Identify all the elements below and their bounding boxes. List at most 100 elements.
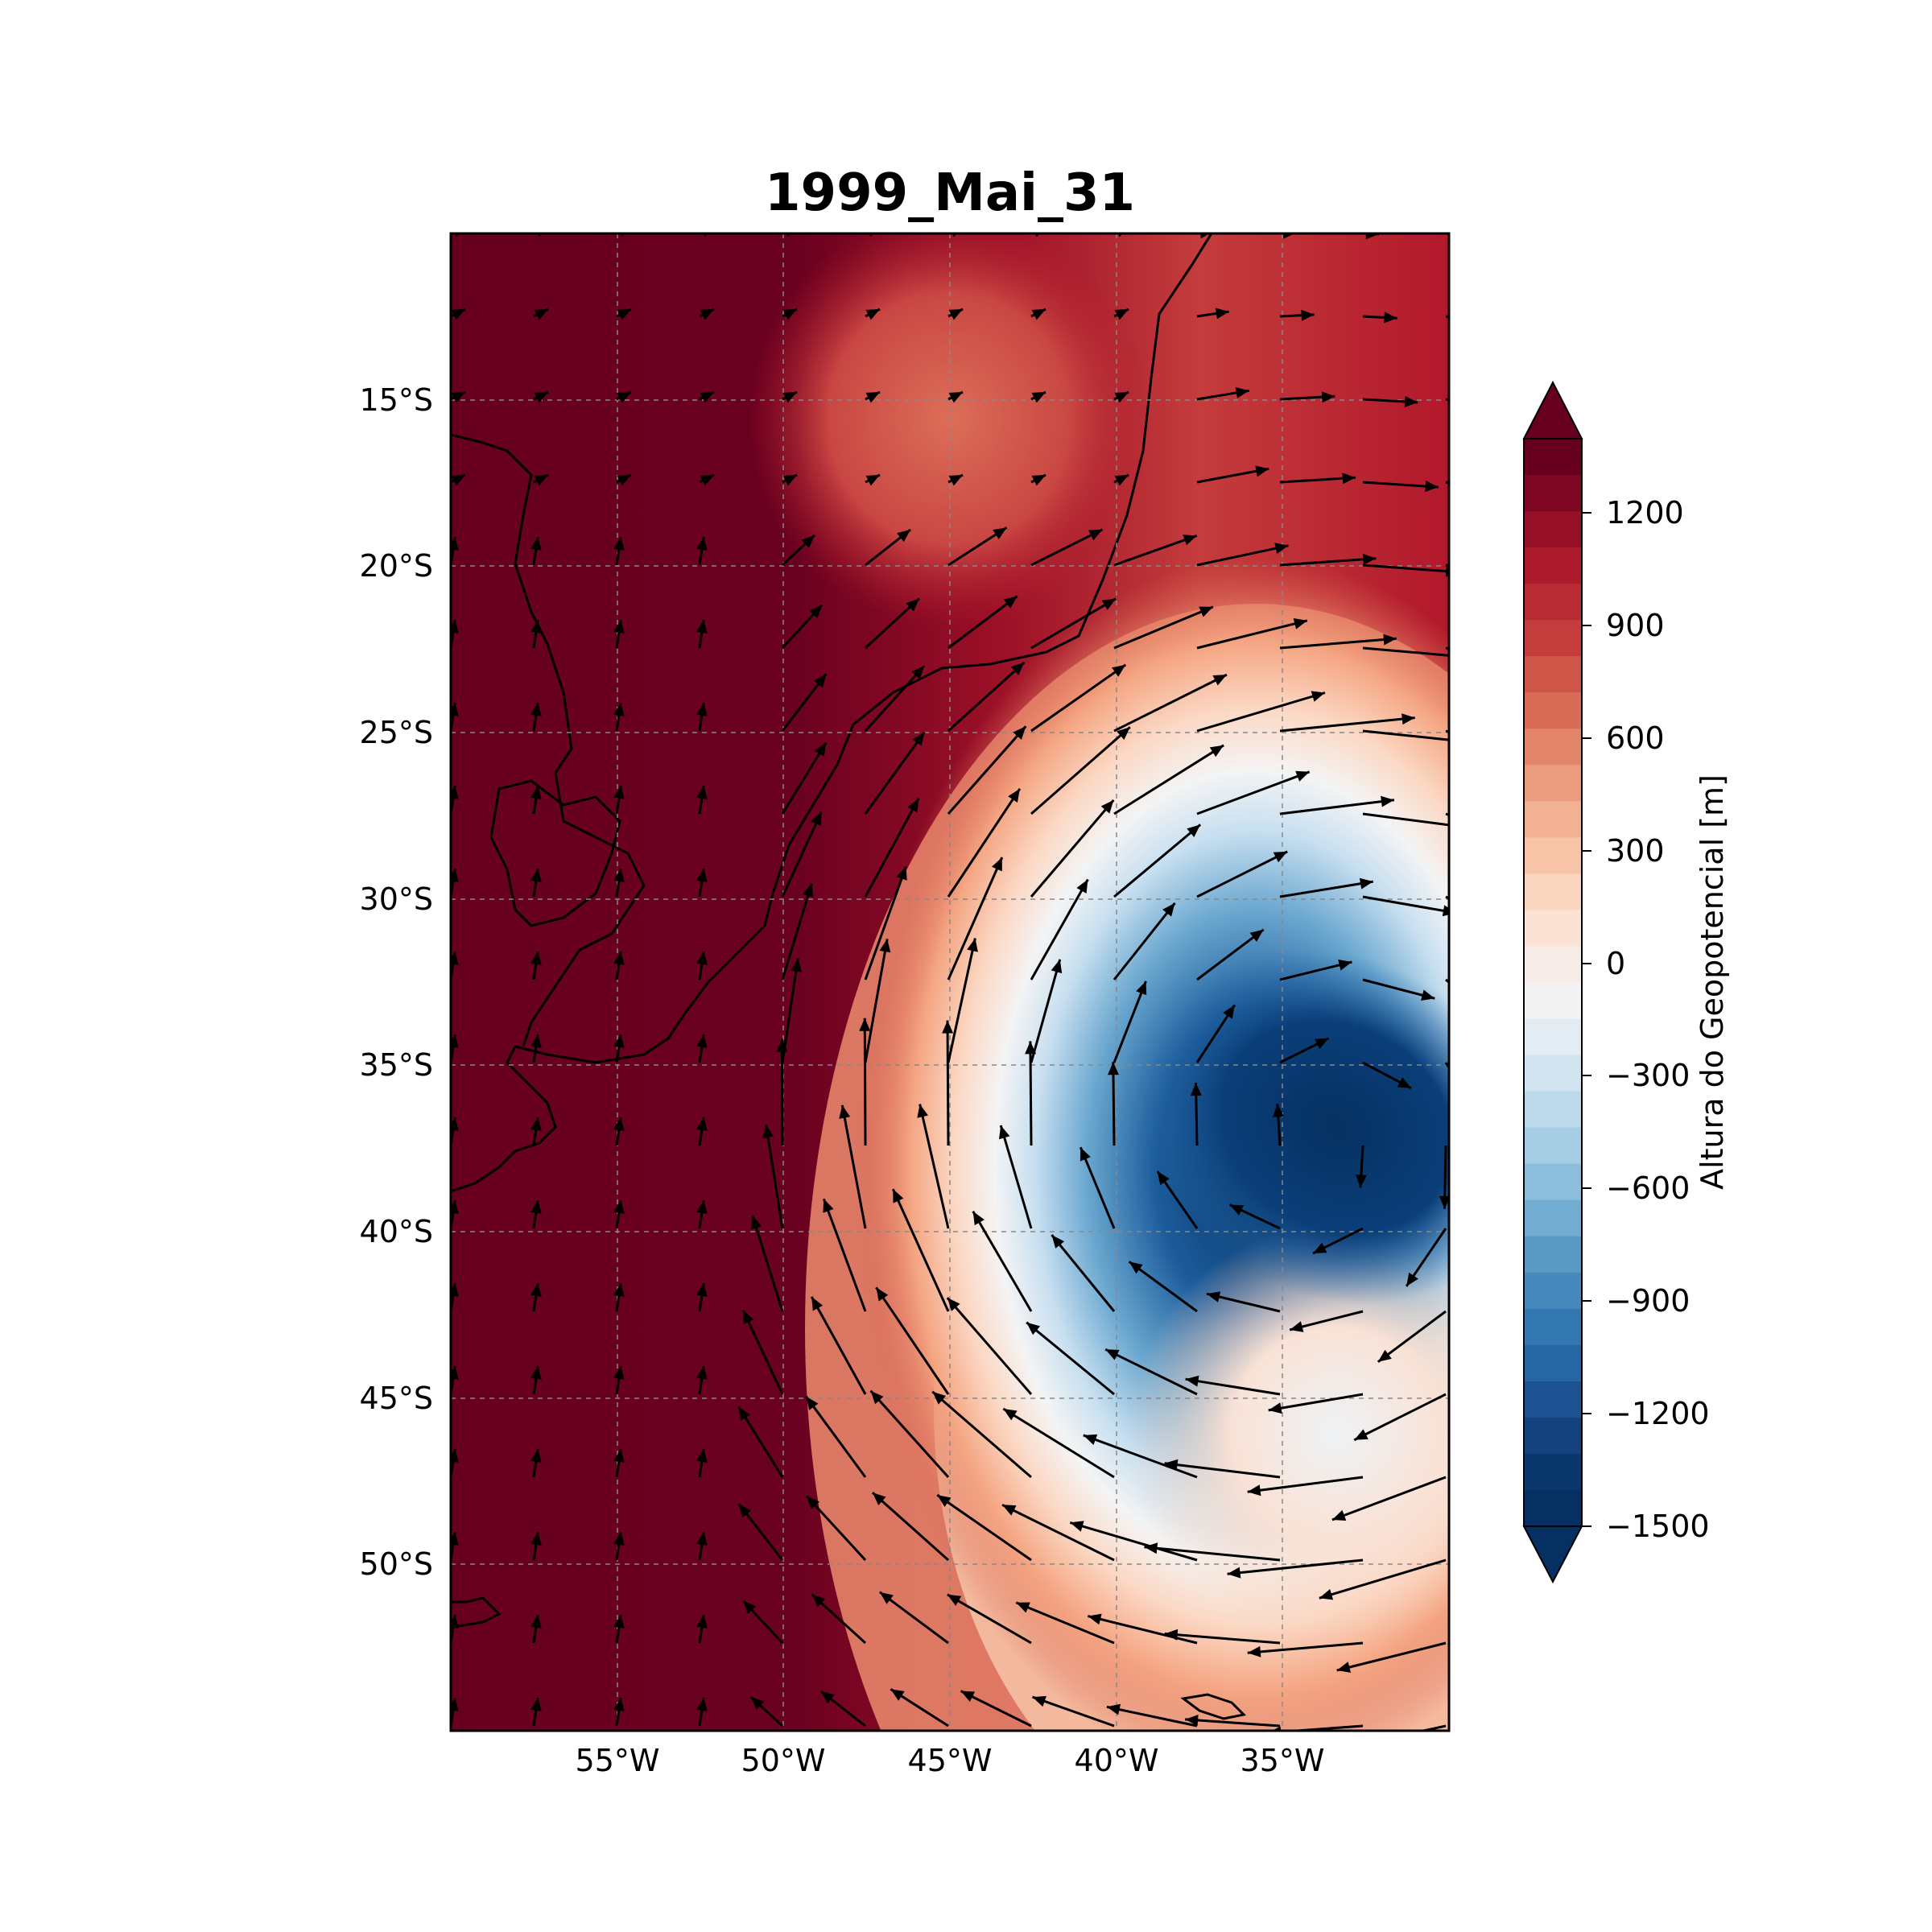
wind-vector-head (613, 1283, 625, 1297)
wind-vector-head (1384, 312, 1397, 324)
wind-vector-head (530, 1117, 542, 1131)
wind-vector-head (1249, 929, 1264, 942)
wind-vector-shaft (1144, 1546, 1281, 1562)
wind-vector-head (1114, 309, 1129, 320)
lon-tick-label: 50°W (741, 1743, 826, 1778)
wind-vector-head (1356, 1737, 1369, 1748)
wind-vector-head (617, 309, 631, 320)
wind-vector-shaft (1030, 799, 1115, 898)
wind-vector-head (972, 1211, 985, 1226)
wind-vector-shaft (1227, 1558, 1364, 1575)
lat-tick-label: 35°S (360, 1047, 433, 1083)
colorbar-tick-label: 300 (1606, 833, 1665, 869)
wind-vector-head (1235, 387, 1249, 398)
wind-vector-shaft (805, 1395, 867, 1478)
colorbar-tick-label: 0 (1606, 946, 1625, 981)
lat-tick-label: 45°S (360, 1381, 433, 1416)
wind-vector-shaft (1113, 980, 1147, 1063)
wind-vector-head (791, 958, 802, 972)
wind-vector-shaft (864, 665, 926, 733)
wind-vector-shaft (999, 1125, 1033, 1229)
colorbar-bands (1524, 439, 1582, 1527)
wind-vector-head (530, 1200, 542, 1214)
wind-vector-shaft (972, 1211, 1033, 1312)
wind-vector-head (1229, 1204, 1245, 1216)
wind-vector-shaft (947, 938, 976, 1063)
colorbar-tick-label: −600 (1606, 1170, 1690, 1206)
wind-vector-head (1129, 1261, 1143, 1274)
wind-vector-head (1439, 1195, 1449, 1209)
wind-vector-head (1164, 1629, 1179, 1641)
wind-vector-head (1088, 1613, 1102, 1625)
wind-vector-shaft (1164, 1462, 1281, 1479)
wind-vector-head (1117, 727, 1130, 740)
wind-vector-head (451, 869, 459, 882)
wind-vector-head (530, 1615, 542, 1629)
wind-vector-head (947, 1298, 960, 1311)
wind-vector-head (1383, 634, 1397, 646)
wind-vector-shaft (1444, 1062, 1449, 1071)
wind-vector-head (1472, 1107, 1484, 1121)
colorbar-band (1524, 620, 1582, 657)
colorbar-band (1524, 439, 1582, 476)
colorbar-band (1524, 511, 1582, 548)
colorbar-ticks (1582, 512, 1591, 1527)
wind-vector-shaft (1336, 1641, 1447, 1672)
wind-vector-shaft (1113, 824, 1202, 898)
wind-vector-shaft (1196, 770, 1311, 815)
wind-vector-head (613, 1034, 625, 1048)
wind-vector-head (451, 703, 459, 716)
wind-vector-head (696, 1698, 708, 1711)
lon-tick-label: 35°W (1241, 1743, 1325, 1778)
wind-vector-head (948, 309, 963, 320)
wind-vector-shaft (1030, 878, 1089, 980)
wind-vector-head (1421, 989, 1435, 1001)
wind-vector-shaft (936, 1493, 1032, 1562)
wind-vector-head (1136, 980, 1147, 996)
wind-vector-shaft (1268, 1393, 1364, 1412)
wind-vector-head (782, 475, 797, 486)
wind-vector-shaft (1279, 637, 1397, 650)
wind-vector-head (1295, 770, 1310, 782)
wind-vector-head (820, 1690, 835, 1704)
wind-vector-head (1406, 1272, 1418, 1286)
wind-vector-shaft (1353, 1393, 1447, 1442)
wind-vector-head (1114, 475, 1129, 486)
wind-vector-shaft (947, 595, 1018, 650)
wind-vector-head (1031, 392, 1046, 403)
wind-vector-head (807, 1496, 819, 1509)
colorbar-tick-label: −900 (1606, 1283, 1690, 1319)
wind-vector-head (696, 1366, 708, 1380)
wind-vector-shaft (1164, 1633, 1281, 1645)
wind-vector-head (893, 1189, 904, 1203)
wind-vector-shaft (1106, 1705, 1198, 1728)
wind-vector-shaft (1030, 597, 1117, 650)
wind-vector-head (1404, 396, 1418, 407)
wind-vector-head (814, 674, 827, 688)
colorbar: 1200 900 600 300 0 −300 −600 −900 −1200 … (1522, 380, 1730, 1584)
colorbar-band (1524, 692, 1582, 729)
wind-vector-head (811, 811, 822, 827)
wind-vector-head (1051, 959, 1063, 974)
wind-vector-head (451, 1117, 459, 1131)
wind-vector-shaft (947, 725, 1027, 815)
wind-vector-shaft (1247, 1476, 1364, 1493)
wind-vector-head (696, 703, 708, 716)
wind-vector-head (750, 1216, 762, 1230)
wind-vector-head (696, 1200, 708, 1214)
wind-vector-head (1293, 618, 1307, 630)
wind-vector-head (1247, 1645, 1261, 1657)
colorbar-band (1524, 1199, 1582, 1237)
wind-vector-shaft (1362, 564, 1449, 573)
wind-vector-head (451, 952, 459, 965)
colorbar-band (1524, 1453, 1582, 1491)
wind-vector-head (700, 392, 714, 403)
wind-vector-shaft (1128, 1260, 1198, 1313)
wind-vector-head (1362, 553, 1377, 565)
wind-vector-head (872, 1492, 886, 1505)
colorbar-label: Altura do Geopotencial [m] (1695, 774, 1730, 1190)
wind-vector-head (1076, 879, 1088, 894)
wind-vector-head (1026, 1322, 1040, 1335)
colorbar-band (1524, 837, 1582, 875)
wind-vector-head (1114, 392, 1129, 403)
